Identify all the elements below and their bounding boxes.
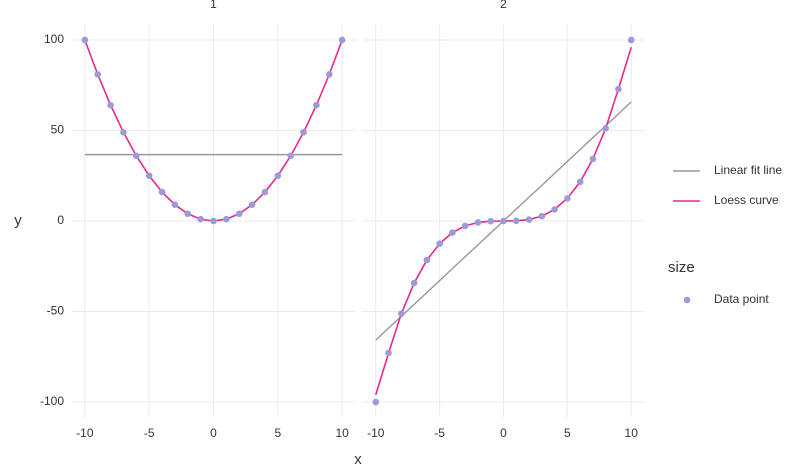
x-tick-label: 0 <box>500 426 507 440</box>
data-point <box>197 215 204 223</box>
legend-title: size <box>668 259 695 276</box>
legend-swatch <box>683 296 691 304</box>
data-point <box>589 155 597 163</box>
y-tick-label: 50 <box>51 123 65 137</box>
data-point <box>461 222 469 230</box>
legend-label: Loess curve <box>714 193 779 207</box>
data-point <box>287 152 294 160</box>
data-point <box>210 217 217 225</box>
y-tick-label: -50 <box>47 304 65 318</box>
data-point <box>81 36 89 44</box>
data-point <box>551 206 558 213</box>
data-point <box>615 85 622 93</box>
y-axis-label: y <box>14 212 22 229</box>
data-point <box>235 210 243 218</box>
data-point <box>94 71 102 78</box>
x-tick-label: 5 <box>564 426 571 440</box>
data-point <box>385 349 392 357</box>
legend: Linear fit line Loess curve size Data point <box>668 163 782 306</box>
data-point <box>423 256 431 264</box>
y-tick-label: 0 <box>57 213 64 227</box>
data-point <box>120 129 127 136</box>
x-tick-label: 0 <box>210 426 217 440</box>
data-point <box>325 71 333 78</box>
data-point <box>525 216 533 223</box>
x-tick-label: -10 <box>76 426 94 440</box>
legend-label: Linear fit line <box>714 163 782 177</box>
data-point <box>261 188 269 196</box>
panel-title: 2 <box>500 0 507 11</box>
x-tick-label: -10 <box>367 426 385 440</box>
data-point <box>474 219 482 226</box>
x-tick-label: -5 <box>434 426 445 440</box>
data-point <box>171 201 179 209</box>
data-point <box>338 36 346 44</box>
data-point <box>274 172 282 180</box>
data-point <box>449 229 456 236</box>
panel-title: 1 <box>210 0 217 11</box>
data-point <box>184 210 192 218</box>
data-point <box>538 212 546 220</box>
data-point <box>564 195 571 202</box>
data-point <box>300 129 307 136</box>
data-point <box>627 36 635 44</box>
data-point <box>313 101 320 109</box>
data-point <box>512 217 520 225</box>
data-point <box>133 152 140 160</box>
legend-label: Data point <box>714 292 769 306</box>
data-point <box>602 125 609 132</box>
data-point <box>223 215 230 223</box>
data-point <box>248 201 256 209</box>
y-tick-label: 100 <box>44 32 64 46</box>
data-point <box>436 240 443 247</box>
data-point <box>500 217 507 225</box>
data-point <box>107 101 114 109</box>
data-point <box>487 217 495 225</box>
data-point <box>145 172 153 180</box>
data-point <box>398 310 405 317</box>
x-tick-label: 10 <box>625 426 639 440</box>
data-point <box>576 178 584 186</box>
data-point <box>158 188 166 196</box>
x-axis-label: x <box>354 451 362 468</box>
x-tick-label: -5 <box>144 426 155 440</box>
y-tick-label: -100 <box>40 394 64 408</box>
data-point <box>372 398 380 406</box>
data-point <box>410 279 418 287</box>
x-tick-label: 10 <box>335 426 349 440</box>
x-tick-label: 5 <box>274 426 281 440</box>
